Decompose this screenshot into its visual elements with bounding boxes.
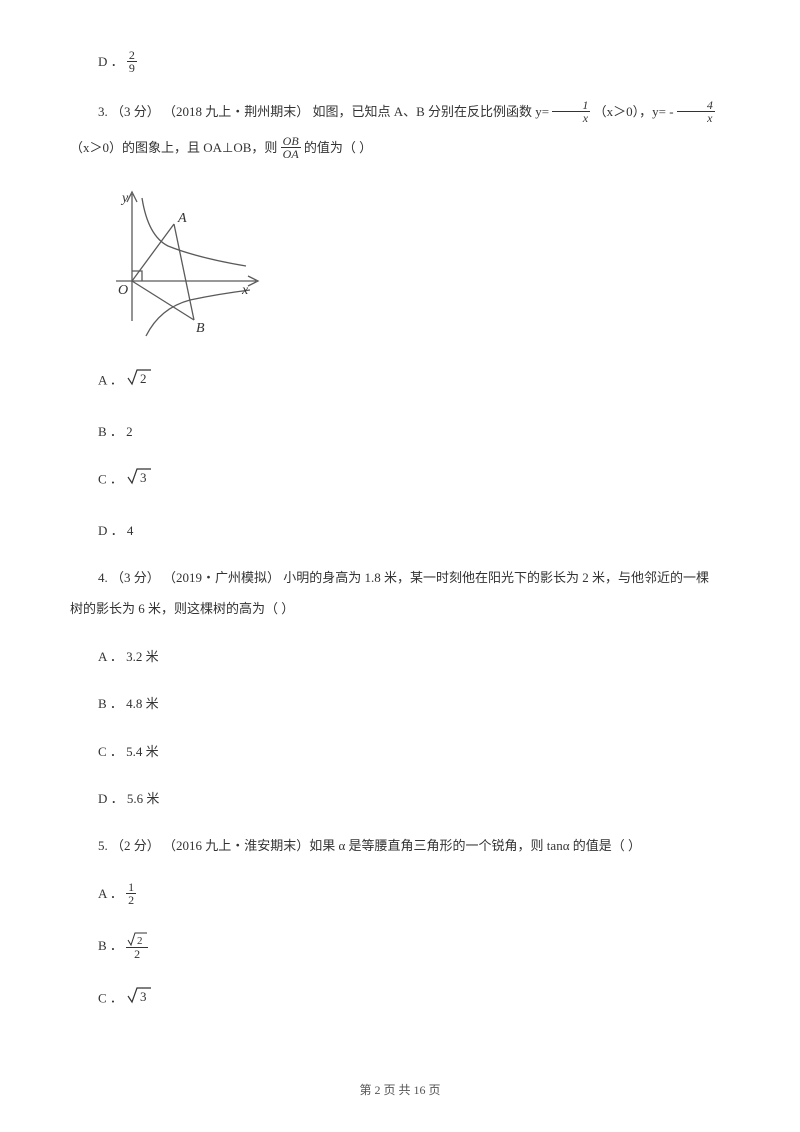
point-b-label: B: [196, 321, 205, 336]
q4-option-a: A ． 3.2 米: [70, 645, 730, 668]
fraction-4-x: 4 x: [677, 99, 715, 125]
q3-option-b: B ． 2: [70, 420, 730, 443]
axis-label-y: y: [120, 191, 129, 206]
q4-line1: 4. （3 分） （2019・广州模拟） 小明的身高为 1.8 米，某一时刻他在…: [70, 566, 730, 589]
option-label: D ．: [98, 54, 124, 69]
q2-option-d: D ． 2 9: [70, 50, 730, 76]
sqrt-3: 3: [126, 466, 152, 493]
page-footer: 第 2 页 共 16 页: [0, 1080, 800, 1102]
fraction-ob-oa: OB OA: [281, 135, 301, 161]
svg-text:2: 2: [140, 371, 147, 386]
q3-line1: 3. （3 分） （2018 九上・荆州期末） 如图，已知点 A、B 分别在反比…: [70, 100, 730, 126]
fraction-sqrt2-2: 2 2: [126, 931, 148, 961]
option-label: C ．: [98, 472, 123, 487]
q3-stem: 3. （3 分） （2018 九上・荆州期末） 如图，已知点 A、B 分别在反比…: [70, 100, 730, 162]
option-label: C ．: [98, 990, 123, 1005]
q3-line2: （x＞0）的图象上，且 OA⊥OB，则 OB OA 的值为（ ）: [70, 136, 730, 162]
q4-option-d: D ． 5.6 米: [70, 787, 730, 810]
fraction-2-9: 2 9: [127, 49, 137, 75]
origin-label: O: [118, 283, 128, 298]
q5-option-b: B ． 2 2: [70, 932, 730, 962]
svg-text:3: 3: [140, 470, 147, 485]
fraction-1-2: 1 2: [126, 881, 136, 907]
sqrt-3-b: 3: [126, 985, 152, 1012]
q4-option-b: B ． 4.8 米: [70, 692, 730, 715]
q3-option-a: A ． 2: [70, 368, 730, 395]
q5-option-a: A ． 1 2: [70, 882, 730, 908]
svg-text:3: 3: [140, 989, 147, 1004]
svg-text:2: 2: [137, 935, 143, 947]
q3-graph: y x O A B: [98, 186, 730, 348]
q5-stem: 5. （2 分） （2016 九上・淮安期末）如果 α 是等腰直角三角形的一个锐…: [70, 834, 730, 857]
q4-option-c: C ． 5.4 米: [70, 740, 730, 763]
page-content: D ． 2 9 3. （3 分） （2018 九上・荆州期末） 如图，已知点 A…: [0, 0, 800, 1077]
q3-option-c: C ． 3: [70, 467, 730, 494]
q5-option-c: C ． 3: [70, 986, 730, 1013]
q3-option-d: D ． 4: [70, 519, 730, 542]
axis-label-x: x: [241, 283, 249, 298]
sqrt-2: 2: [126, 367, 152, 394]
q4-stem: 4. （3 分） （2019・广州模拟） 小明的身高为 1.8 米，某一时刻他在…: [70, 566, 730, 621]
q4-line2: 树的影长为 6 米，则这棵树的高为（ ）: [70, 597, 730, 620]
fraction-1-x: 1 x: [552, 99, 590, 125]
point-a-label: A: [177, 211, 187, 226]
option-label: B ．: [98, 938, 123, 953]
coordinate-graph: y x O A B: [98, 186, 268, 341]
option-label: A ．: [98, 886, 123, 901]
option-label: A ．: [98, 373, 123, 388]
